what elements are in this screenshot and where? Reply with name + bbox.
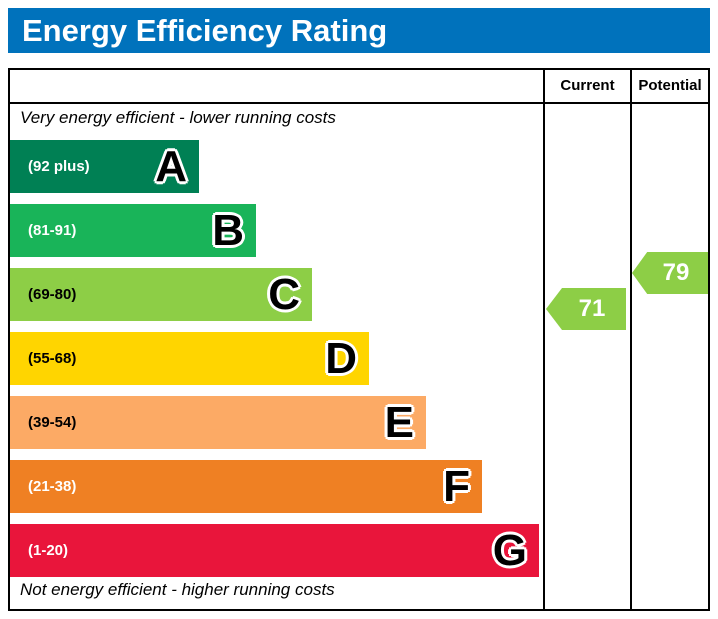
- rating-band-e: (39-54) E: [10, 396, 426, 449]
- bottom-note: Not energy efficient - higher running co…: [20, 580, 335, 599]
- rating-band-g: (1-20) G: [10, 524, 539, 577]
- band-letter: F: [443, 461, 470, 511]
- potential-column-header: Potential: [638, 77, 702, 94]
- current-column-header: Current: [560, 77, 615, 94]
- band-letter: C: [268, 269, 300, 319]
- current-column-divider: [543, 70, 545, 609]
- band-range-label: (69-80): [28, 286, 77, 303]
- page-title: Energy Efficiency Rating: [8, 8, 710, 53]
- rating-band-b: (81-91) B: [10, 204, 256, 257]
- rating-band-f: (21-38) F: [10, 460, 482, 513]
- epc-rating-chart: Current Potential Very energy efficient …: [8, 68, 710, 611]
- current-rating-arrow: 71: [546, 288, 626, 330]
- header-row-divider: [10, 102, 708, 104]
- band-letter: B: [212, 205, 244, 255]
- rating-band-c: (69-80) C: [10, 268, 312, 321]
- rating-band-a: (92 plus) A: [10, 140, 199, 193]
- band-range-label: (1-20): [28, 542, 69, 559]
- band-letter: D: [325, 333, 357, 383]
- band-range-label: (39-54): [28, 414, 77, 431]
- band-letter: G: [492, 525, 527, 575]
- band-letter: A: [155, 141, 187, 191]
- band-letter: E: [384, 397, 414, 447]
- rating-band-d: (55-68) D: [10, 332, 369, 385]
- band-range-label: (21-38): [28, 478, 77, 495]
- potential-rating-arrow: 79: [632, 252, 708, 294]
- band-range-label: (92 plus): [28, 158, 90, 175]
- potential-column-divider: [630, 70, 632, 609]
- top-note: Very energy efficient - lower running co…: [20, 108, 336, 127]
- band-range-label: (81-91): [28, 222, 77, 239]
- band-range-label: (55-68): [28, 350, 77, 367]
